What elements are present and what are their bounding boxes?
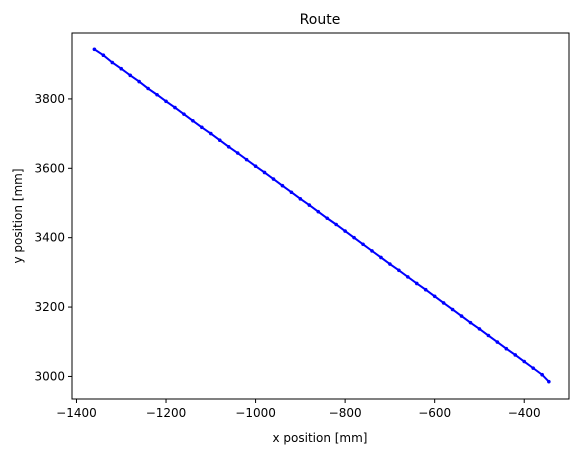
y-tick-label: 3200 bbox=[34, 300, 65, 314]
route-point bbox=[209, 132, 213, 136]
route-point bbox=[299, 197, 303, 201]
y-tick-label: 3400 bbox=[34, 231, 65, 245]
route-point bbox=[308, 203, 312, 207]
route-point bbox=[281, 184, 285, 188]
route-point bbox=[406, 275, 410, 279]
route-point bbox=[388, 262, 392, 266]
route-point bbox=[155, 93, 159, 97]
route-point bbox=[128, 74, 132, 78]
route-point bbox=[370, 249, 374, 253]
route-point bbox=[343, 229, 347, 233]
route-point bbox=[451, 308, 455, 312]
route-point bbox=[379, 256, 383, 260]
route-point bbox=[200, 126, 204, 130]
route-point bbox=[173, 106, 177, 110]
route-point bbox=[218, 138, 222, 142]
route-point bbox=[290, 190, 294, 194]
route-point bbox=[433, 295, 437, 299]
route-point bbox=[487, 334, 491, 338]
route-point bbox=[540, 373, 544, 377]
route-point bbox=[236, 151, 240, 155]
x-tick-label: −1400 bbox=[56, 406, 97, 420]
route-point bbox=[424, 288, 428, 292]
route-point bbox=[164, 100, 168, 104]
route-point bbox=[397, 268, 401, 272]
route-point bbox=[361, 242, 365, 246]
x-tick-label: −600 bbox=[418, 406, 451, 420]
route-point bbox=[111, 61, 115, 65]
x-axis-label: x position [mm] bbox=[272, 431, 367, 445]
route-point bbox=[93, 48, 97, 52]
x-tick-label: −400 bbox=[508, 406, 541, 420]
route-point bbox=[547, 380, 551, 384]
chart-title: Route bbox=[300, 12, 341, 28]
route-point bbox=[263, 171, 267, 175]
route-point bbox=[254, 164, 258, 168]
route-point bbox=[119, 67, 123, 71]
route-point bbox=[102, 53, 106, 57]
route-point bbox=[191, 119, 195, 123]
y-tick-label: 3600 bbox=[34, 161, 65, 175]
route-point bbox=[522, 360, 526, 364]
route-point bbox=[316, 210, 320, 214]
route-point bbox=[146, 87, 150, 91]
x-tick-label: −1200 bbox=[146, 406, 187, 420]
route-point bbox=[505, 347, 509, 351]
y-axis-label: y position [mm] bbox=[11, 168, 25, 263]
route-point bbox=[227, 145, 231, 149]
route-point bbox=[531, 366, 535, 370]
route-point bbox=[272, 177, 276, 181]
route-point bbox=[415, 282, 419, 286]
route-point bbox=[245, 158, 249, 162]
route-point bbox=[460, 314, 464, 318]
x-tick-label: −800 bbox=[329, 406, 362, 420]
route-point bbox=[442, 301, 446, 305]
route-point bbox=[478, 327, 482, 331]
route-point bbox=[352, 236, 356, 240]
route-point bbox=[469, 321, 473, 325]
x-tick-label: −1000 bbox=[235, 406, 276, 420]
route-point bbox=[513, 353, 517, 357]
route-point bbox=[137, 80, 141, 84]
y-tick-label: 3800 bbox=[34, 92, 65, 106]
route-point bbox=[334, 223, 338, 227]
route-point bbox=[496, 340, 500, 344]
route-point bbox=[182, 112, 186, 116]
route-point bbox=[325, 216, 329, 220]
y-tick-label: 3000 bbox=[34, 369, 65, 383]
